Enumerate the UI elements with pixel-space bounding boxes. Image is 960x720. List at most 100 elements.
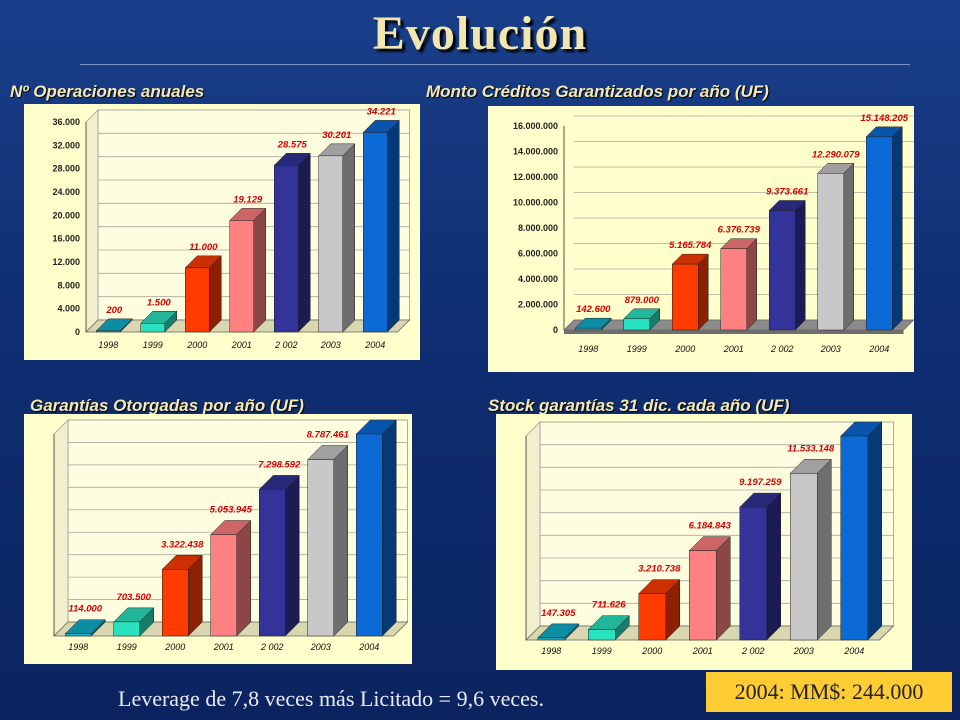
plot-side-wall: [85, 109, 99, 333]
data-label: 200: [105, 305, 123, 316]
plot-floor-edge: [564, 330, 904, 334]
y-tick-label: 0: [553, 325, 558, 335]
data-label: 15.148.205: [860, 113, 908, 124]
chart-svg: 147.305 1998 711.626 1999 3.210.738 2000 6.184…: [525, 414, 895, 656]
data-label: 147.305: [541, 608, 576, 619]
y-tick-label: 14.000.000: [513, 147, 558, 157]
data-label: 9.197.259: [739, 477, 782, 488]
data-label: 11.000: [189, 242, 218, 253]
x-tick-label: 2003: [793, 646, 814, 656]
chart-svg: 114.000 1998 703.500 1999 3.322.438 2000 5.053…: [53, 414, 409, 652]
chart-svg: 0 2.000.000 4.000.000 6.000.000 8.000.000 10.…: [513, 113, 914, 354]
x-tick-label: 2003: [320, 340, 341, 350]
data-label: 5.165.784: [669, 240, 712, 251]
x-tick-label: 2003: [820, 344, 841, 354]
y-tick-label: 28.000: [52, 164, 80, 174]
title-divider: [80, 64, 910, 65]
plot-side-wall: [53, 419, 69, 637]
x-tick-label: 2003: [310, 642, 331, 652]
x-tick-label: 2 002: [274, 340, 298, 350]
x-tick-label: 2001: [692, 646, 713, 656]
data-label: 9.373.661: [766, 186, 808, 197]
x-tick-label: 2000: [641, 646, 662, 656]
bar-2001: [688, 536, 731, 641]
bar-2000: [184, 255, 222, 333]
bar-2003: [817, 162, 855, 331]
bar-1998: [574, 317, 612, 331]
bar-2004: [865, 126, 903, 331]
data-label: 3.210.738: [638, 564, 681, 575]
data-label: 6.376.739: [718, 225, 761, 236]
plot-side-wall: [525, 421, 541, 641]
bar-2000: [638, 579, 681, 641]
chart1-title: Nº Operaciones anuales: [10, 82, 205, 101]
y-tick-label: 16.000: [52, 234, 80, 244]
bar-2000: [161, 554, 203, 637]
x-tick-label: 2004: [843, 646, 864, 656]
bar-2001: [720, 238, 758, 331]
bar-2003: [789, 458, 832, 641]
data-label: 8.787.461: [307, 430, 349, 441]
chart-svg: 0 4.000 8.000 12.000 16.000 20.000 24.000 28.00…: [52, 106, 411, 350]
x-tick-label: 2001: [231, 340, 252, 350]
x-tick-label: 2001: [723, 344, 744, 354]
x-tick-label: 2 002: [741, 646, 765, 656]
y-tick-label: 8.000: [57, 280, 80, 290]
data-label: 7.298.592: [258, 459, 301, 470]
x-tick-label: 2004: [364, 340, 385, 350]
data-label: 19.129: [233, 194, 263, 205]
y-tick-label: 4.000.000: [518, 274, 558, 284]
data-label: 3.322.438: [161, 539, 204, 550]
chart-stock-garantias: 147.305 1998 711.626 1999 3.210.738 2000 6.184…: [496, 414, 912, 670]
x-tick-label: 2000: [674, 344, 695, 354]
bar-1999: [587, 615, 630, 641]
data-label: 14.117.315: [838, 414, 886, 417]
y-tick-label: 24.000: [52, 187, 80, 197]
y-tick-label: 6.000.000: [518, 249, 558, 259]
chart-operaciones: 0 4.000 8.000 12.000 16.000 20.000 24.000 28.00…: [24, 104, 420, 360]
y-tick-label: 32.000: [52, 140, 80, 150]
y-tick-label: 2.000.000: [518, 300, 558, 310]
data-label: 6.184.843: [689, 521, 732, 532]
x-tick-label: 1998: [98, 340, 118, 350]
chart3-title: Garantías Otorgadas por año (UF): [30, 396, 304, 415]
x-tick-label: 2000: [186, 340, 207, 350]
bar-2004: [355, 419, 397, 637]
slide-title: Evolución: [372, 7, 588, 60]
y-tick-label: 16.000.000: [513, 121, 558, 131]
y-tick-label: 10.000.000: [513, 198, 558, 208]
bar-2001: [210, 519, 252, 637]
data-label: 142.600: [576, 304, 611, 315]
data-label: 10.059.283: [352, 414, 400, 415]
x-tick-label: 1999: [627, 344, 647, 354]
bar-2002: [768, 199, 806, 331]
y-tick-label: 36.000: [52, 117, 80, 127]
x-tick-label: 1998: [68, 642, 88, 652]
bar-2002: [739, 492, 782, 641]
bar-2001: [229, 207, 267, 333]
data-label: 711.626: [592, 600, 626, 611]
y-tick-label: 12.000: [52, 257, 80, 267]
y-tick-label: 8.000.000: [518, 223, 558, 233]
bar-2002: [273, 152, 311, 333]
chart4-title: Stock garantías 31 dic. cada año (UF): [488, 396, 790, 415]
y-tick-label: 20.000: [52, 210, 80, 220]
chart-garantias-otorgadas: 114.000 1998 703.500 1999 3.322.438 2000 5.053…: [24, 414, 412, 664]
bar-2003: [307, 444, 349, 637]
leverage-note: Leverage de 7,8 veces más Licitado = 9,6…: [118, 686, 544, 711]
bar-2004: [840, 421, 883, 641]
data-label: 703.500: [117, 592, 152, 603]
bar-1998: [95, 318, 133, 333]
chart-montos-creditos: 0 2.000.000 4.000.000 6.000.000 8.000.000 10.…: [488, 106, 914, 372]
y-tick-label: 0: [75, 327, 80, 337]
total-badge: 2004: MM$: 244.000: [706, 672, 952, 712]
x-tick-label: 1998: [541, 646, 561, 656]
chart2-title: Monto Créditos Garantizados por año (UF): [426, 82, 769, 101]
bar-1998: [537, 623, 580, 641]
data-label: 879.000: [625, 295, 660, 306]
bar-1999: [623, 308, 661, 331]
x-tick-label: 2000: [164, 642, 185, 652]
data-label: 30.201: [322, 130, 351, 141]
bar-2000: [671, 253, 709, 331]
bar-2003: [318, 143, 356, 333]
